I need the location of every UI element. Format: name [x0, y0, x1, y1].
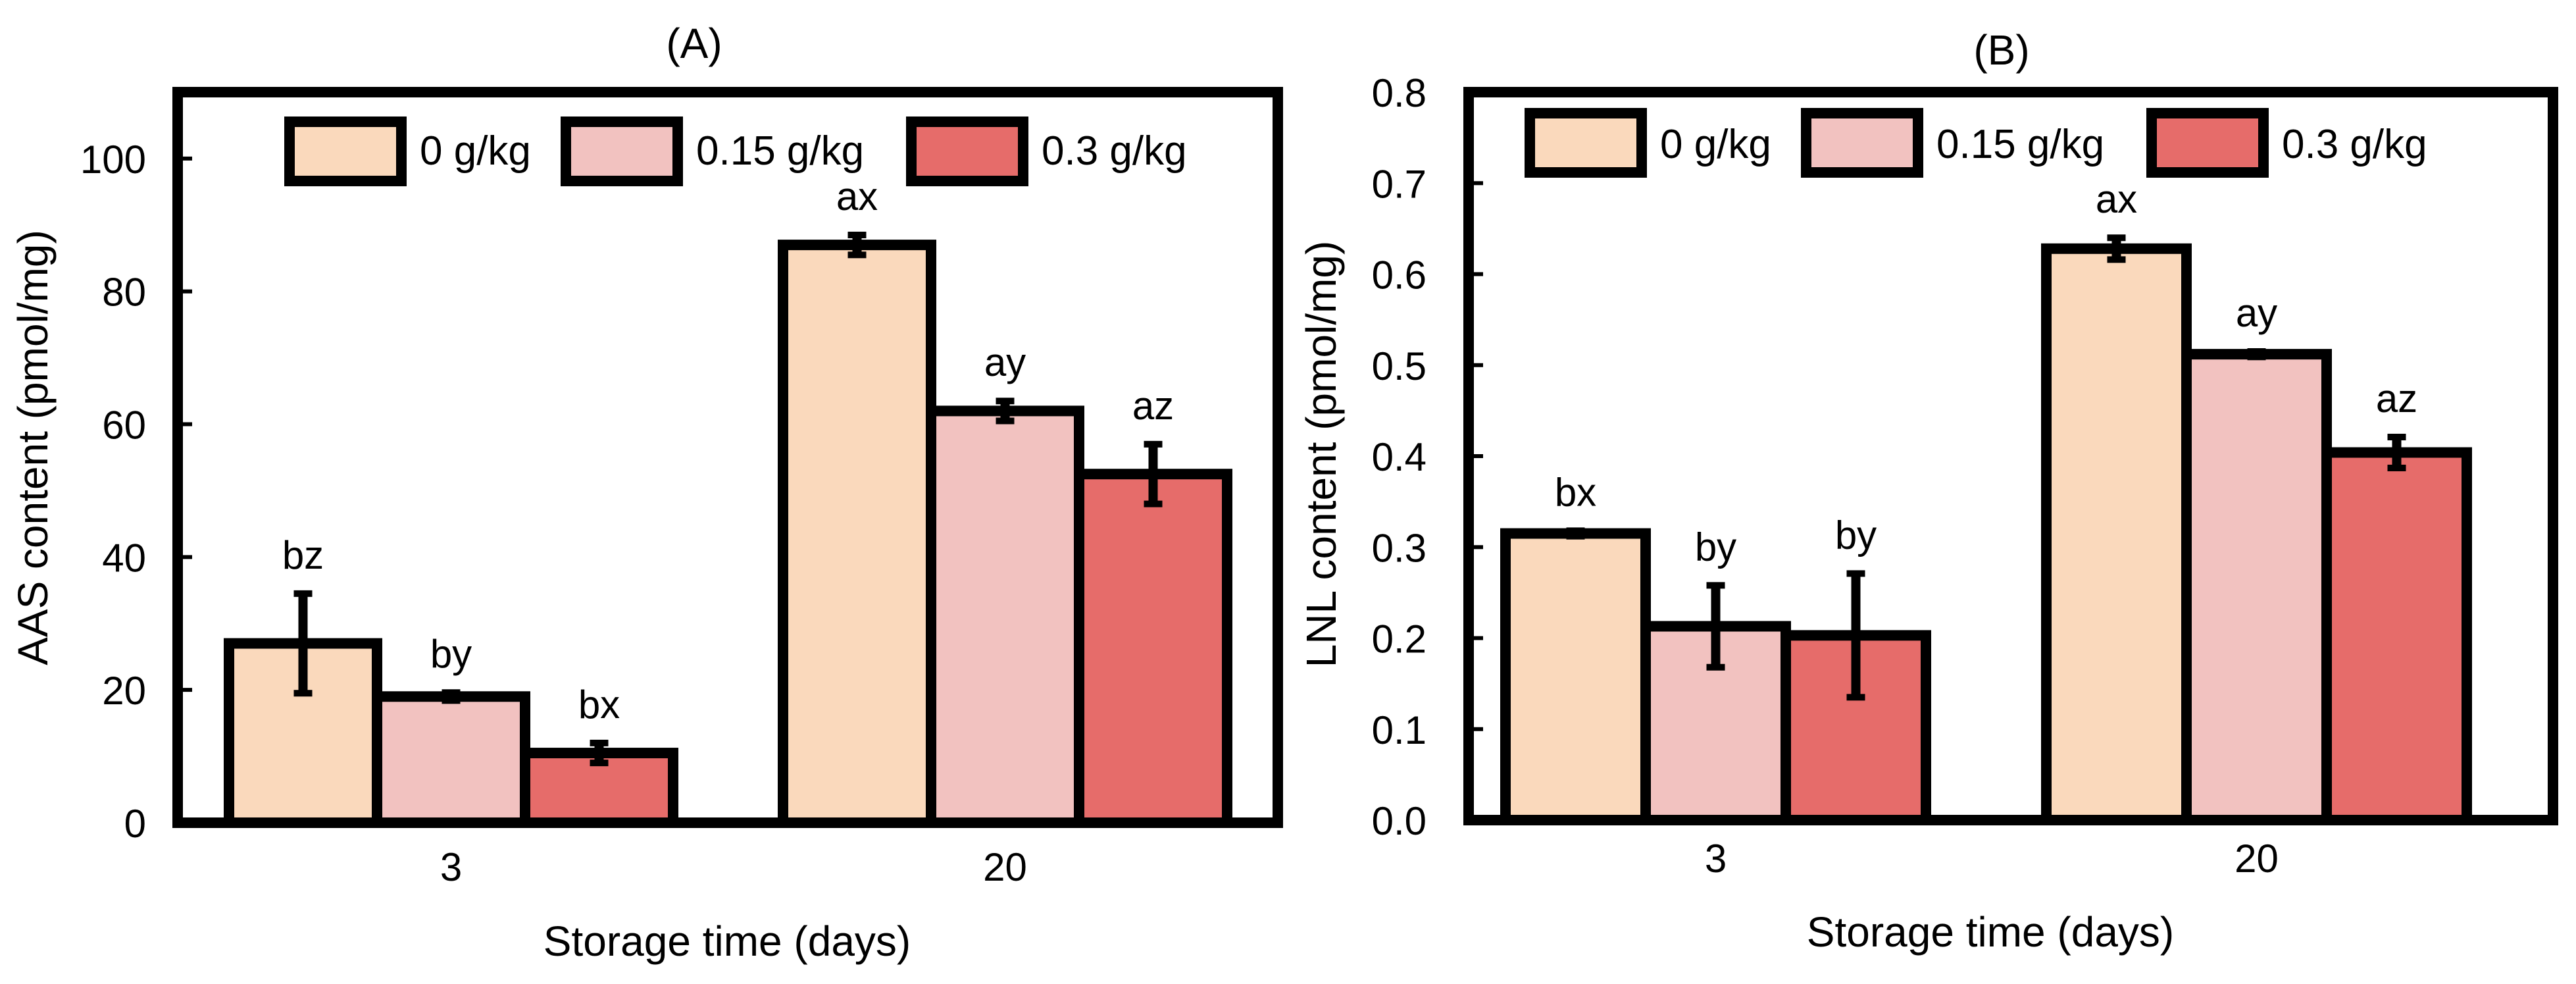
bar	[778, 240, 936, 829]
plot-frame	[172, 87, 1283, 828]
legend-swatch	[1525, 108, 1647, 178]
y-tick-label: 60	[102, 403, 146, 448]
bar	[372, 691, 530, 828]
panel-title: (B)	[1973, 26, 2029, 74]
x-axis-title: Storage time (days)	[1807, 908, 2174, 956]
legend-swatch	[2146, 108, 2269, 178]
y-tick-label: 0.5	[1372, 344, 1427, 388]
data-label: by	[430, 632, 472, 676]
x-tick-label: 20	[983, 845, 1027, 889]
y-axis-title-group: LNL content (pmol/mg)	[1298, 241, 1345, 668]
x-axis-title: Storage time (days)	[543, 918, 911, 965]
data-label: bx	[1555, 470, 1596, 514]
bar	[2321, 447, 2472, 825]
legend-label: 0.3 g/kg	[1042, 128, 1187, 174]
x-tick-label: 3	[1705, 837, 1727, 881]
y-tick-label: 0.0	[1372, 799, 1427, 843]
bar	[926, 405, 1084, 828]
y-tick-label: 100	[80, 138, 146, 182]
y-tick-label: 0.7	[1372, 162, 1427, 206]
data-label: ax	[2096, 177, 2137, 221]
data-label: ay	[2236, 291, 2277, 335]
legend-label: 0.15 g/kg	[696, 128, 864, 174]
y-tick-label: 0	[124, 802, 146, 846]
y-tick-label: 0.4	[1372, 435, 1427, 479]
y-tick-label: 20	[102, 669, 146, 713]
bar	[2181, 349, 2332, 825]
data-label: by	[1695, 525, 1736, 569]
legend-swatch	[561, 117, 683, 186]
x-tick-label: 3	[440, 845, 462, 889]
chart-panel-b: (B) LNL content (pmol/mg) Storage time (…	[1298, 26, 2558, 956]
y-tick-label: 0.6	[1372, 253, 1427, 298]
y-tick-label: 0.3	[1372, 526, 1427, 570]
data-label: az	[1132, 384, 1174, 428]
y-axis-title: AAS content (pmol/mg)	[9, 230, 57, 665]
legend-swatch	[1801, 108, 1923, 178]
panel-title: (A)	[666, 20, 722, 67]
chart-panel-a: (A) AAS content (pmol/mg) Storage time (…	[9, 20, 1283, 965]
bar	[2041, 243, 2192, 826]
plot-area: bx by by ax ay az	[1500, 177, 2472, 826]
y-tick-label: 0.8	[1372, 71, 1427, 115]
y-tick-label: 0.1	[1372, 708, 1427, 752]
data-label: bz	[282, 533, 324, 577]
data-label: ay	[984, 340, 1026, 384]
legend-swatch	[906, 117, 1028, 186]
legend-label: 0 g/kg	[420, 128, 531, 174]
y-axis-title: LNL content (pmol/mg)	[1298, 241, 1345, 668]
legend-label: 0.15 g/kg	[1936, 122, 2104, 167]
data-label: ax	[836, 174, 878, 219]
legend-label: 0 g/kg	[1660, 122, 1771, 167]
y-axis-title-group: AAS content (pmol/mg)	[9, 230, 57, 665]
plot-area: bz by bx ax ay az	[224, 174, 1232, 829]
data-label: az	[2376, 376, 2417, 421]
bar	[1500, 528, 1651, 825]
y-tick-label: 0.2	[1372, 617, 1427, 661]
legend: 0 g/kg 0.15 g/kg 0.3 g/kg	[1525, 108, 2427, 178]
legend-label: 0.3 g/kg	[2282, 122, 2427, 167]
bar	[1074, 469, 1232, 828]
legend-swatch	[284, 117, 407, 186]
y-tick-label: 40	[102, 536, 146, 580]
y-tick-label: 80	[102, 271, 146, 315]
data-label: by	[1835, 513, 1877, 557]
legend: 0 g/kg 0.15 g/kg 0.3 g/kg	[284, 117, 1187, 186]
data-label: bx	[578, 683, 620, 727]
x-tick-label: 20	[2235, 837, 2279, 881]
